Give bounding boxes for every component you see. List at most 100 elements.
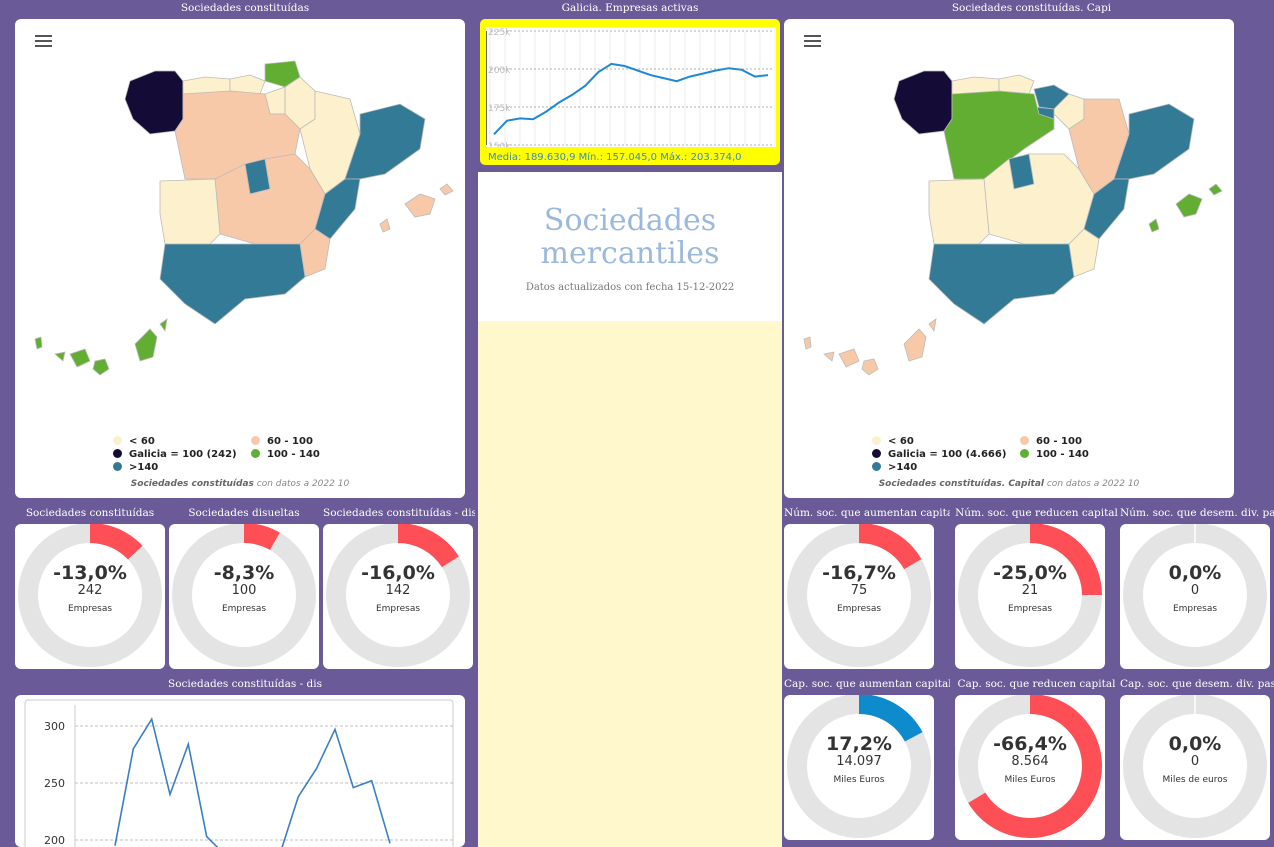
donut-card: 0,0% 0 Miles de euros [1120,695,1270,840]
spark-panel: 225k 200k 175k 150k Media: 189.630,9 Mín.: … [480,19,780,165]
donut-value: 242 [77,583,103,598]
menu-icon[interactable] [804,35,821,47]
donut-arc [787,695,931,838]
donut2-title: Sociedades disueltas [188,507,300,519]
line-tick-label: 200 [44,834,65,847]
line-panel: 300 250 200 [15,695,465,847]
legend-label: Galicia = 100 (4.666) [888,449,1007,460]
map-note-rest: con datos a 2022 10 [256,479,350,489]
donut-value: 8.564 [1011,754,1049,769]
legend-label: < 60 [888,436,914,447]
update-date: Datos actualizados con fecha 15-12-2022 [525,282,735,293]
map-region-cantabria [229,74,266,95]
donut-card: 17,2% 14.097 Miles Euros [784,695,934,840]
map1-title: Sociedades constituídas [180,2,310,14]
donut-unit: Miles Euros [833,775,885,785]
map2-panel: < 60 60 - 100 Galicia = 100 (4.666) 100 … [784,19,1234,498]
map-region-castillalamancha [983,153,1095,245]
legend-swatch [1020,449,1029,458]
legend-swatch [113,436,122,445]
map-region-canarias [803,318,937,376]
legend-swatch [251,436,260,445]
map2-note: Sociedades constituídas. Capital con dat… [784,479,1234,489]
map2-legend: < 60 60 - 100 Galicia = 100 (4.666) 100 … [872,436,1142,476]
legend-swatch [113,449,122,458]
map-region-galicia [893,70,953,135]
donut-arc [958,524,1102,667]
donut5-title: Núm. soc. que reducen capital [955,507,1118,519]
map-region-andalucia [928,243,1075,325]
map-region-cantabria [998,74,1035,95]
donut-unit: Empresas [375,604,421,614]
donut-value: 0 [1190,583,1200,598]
map-region-baleares [1148,183,1223,233]
legend-swatch [113,462,122,471]
donut-unit: Miles de euros [1162,775,1228,785]
donut-percent: -16,7% [822,562,896,584]
spark-plot: 225k 200k 175k 150k [486,27,776,147]
donut-unit: Empresas [1007,604,1053,614]
donut-card: -25,0% 21 Empresas [955,524,1105,669]
map-region-castillayleon [943,90,1055,180]
legend-label: 60 - 100 [1036,436,1082,447]
donut3-title: Sociedades constituídas - dis [323,507,475,519]
legend-swatch [872,462,881,471]
map-region-cataluna [344,103,426,180]
map2-title: Sociedades constituídas. Capi [951,2,1112,14]
donut-unit: Empresas [836,604,882,614]
donut-value: 100 [231,583,257,598]
spark-tick-label: 225k [488,28,511,38]
line-series [114,717,391,847]
map1-note: Sociedades constituídas con datos a 2022… [15,479,465,489]
main-title-line2: mercantiles [540,236,720,271]
center-panel: Sociedades mercantiles Datos actualizados… [478,172,782,847]
donut9-title: Cap. soc. que desem. div. pasi [1120,678,1274,690]
donut-percent: -8,3% [213,562,275,584]
donut-value: 142 [385,583,411,598]
spark-series-line [493,62,769,135]
map-note-bold: Sociedades constituídas. Capital [878,479,1044,489]
spain-map [34,60,454,376]
legend-label: >140 [129,462,159,473]
donut-card: -16,7% 75 Empresas [784,524,934,669]
donut-percent: -66,4% [993,733,1067,755]
legend-swatch [251,449,260,458]
donut6-title: Núm. soc. que desem. div. pas [1120,507,1274,519]
legend-swatch [1020,436,1029,445]
map1-panel: < 60 60 - 100 Galicia = 100 (242) 100 - … [15,19,465,498]
legend-label: Galicia = 100 (242) [129,449,237,460]
menu-icon[interactable] [35,35,52,47]
map-region-cataluna [1113,103,1195,180]
spark-title: Galicia. Empresas activas [561,2,699,14]
donut-arc [787,524,931,667]
map-region-extremadura [159,178,221,245]
map1-legend: < 60 60 - 100 Galicia = 100 (242) 100 - … [113,436,373,476]
donut-card: -13,0% 242 Empresas [15,524,165,669]
map-region-andalucia [159,243,306,325]
line-tick-label: 250 [44,777,65,790]
center-header: Sociedades mercantiles Datos actualizados… [478,172,782,321]
donut-value: 14.097 [836,754,882,769]
donut7-title: Cap. soc. que aumentan capital [784,678,950,690]
donut-percent: 0,0% [1168,562,1222,584]
spain-map [803,70,1223,376]
map-note-rest: con datos a 2022 10 [1046,479,1140,489]
spark-stats: Media: 189.630,9 Mín.: 157.045,0 Máx.: 2… [488,152,742,163]
map-region-galicia [124,70,184,135]
legend-swatch [872,436,881,445]
donut-unit: Empresas [67,604,113,614]
donut1-title: Sociedades constituídas [25,507,155,519]
main-title-line1: Sociedades [543,203,717,238]
donut-arc [326,524,470,667]
donut-percent: -13,0% [53,562,127,584]
donut-percent: 0,0% [1168,733,1222,755]
donut-card: -16,0% 142 Empresas [323,524,473,669]
donut-card: 0,0% 0 Empresas [1120,524,1270,669]
map-region-canarias [34,318,168,376]
spark-tick-label: 150k [488,142,511,147]
donut8-title: Cap. soc. que reducen capital [957,678,1116,690]
donut-unit: Empresas [221,604,267,614]
donut-unit: Miles Euros [1004,775,1056,785]
line-title: Sociedades constituídas - dis [168,678,322,690]
donut-unit: Empresas [1172,604,1218,614]
